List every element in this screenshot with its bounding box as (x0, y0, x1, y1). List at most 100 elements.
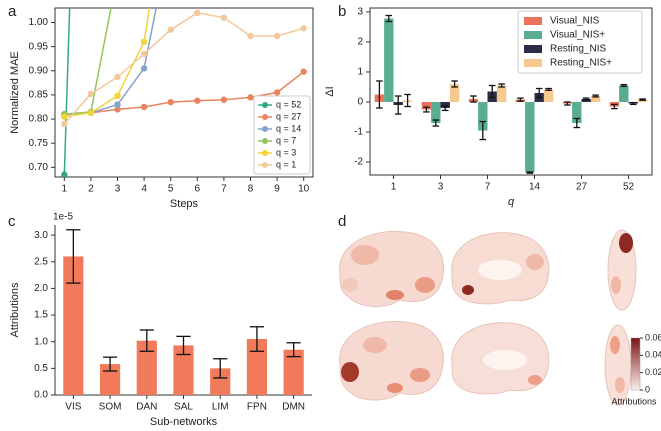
point (220, 96, 228, 103)
colorbar-label: Attributions (611, 396, 657, 406)
brain-medial-bottom (451, 322, 550, 395)
bar (543, 89, 554, 103)
x-tick-label: 9 (274, 184, 280, 195)
bar (173, 345, 194, 395)
point (220, 14, 228, 21)
plot-area (61, 8, 307, 177)
x-tick-label: DAN (136, 402, 157, 413)
bar (384, 18, 394, 103)
x-tick-label: 3 (438, 182, 444, 193)
x-tick-label: 7 (485, 182, 491, 193)
x-tick-label: 52 (623, 182, 635, 193)
bar (478, 102, 488, 131)
legend-marker (262, 162, 268, 168)
panel-label: b (338, 3, 346, 20)
y-tick-label: 0.0 (34, 390, 48, 401)
legend-marker (262, 138, 268, 144)
point (114, 73, 121, 81)
colorbar-tick-label: 0.06 (645, 332, 661, 342)
legend-label: q = 27 (276, 111, 301, 121)
point (300, 25, 307, 32)
point (167, 26, 174, 33)
y-tick-label: 0.70 (29, 162, 49, 173)
legend-label: q = 14 (276, 123, 301, 133)
x-tick-label: 4 (141, 184, 147, 195)
colorbar (630, 337, 641, 391)
x-tick-label: DMN (282, 402, 305, 413)
legend-marker (262, 150, 268, 156)
y-tick-label: 0.90 (29, 65, 49, 76)
bar (63, 256, 84, 395)
point (140, 103, 148, 111)
panel-label: a (8, 3, 17, 20)
y-tick-label: 2.5 (34, 256, 48, 267)
x-tick-label: 14 (529, 182, 541, 193)
point (61, 113, 68, 120)
y-tick-label: -1 (354, 127, 363, 138)
point (140, 50, 148, 58)
axes-frame (369, 7, 653, 176)
legend-label: q = 52 (276, 99, 301, 109)
series-line (63, 8, 71, 175)
legend-label: q = 3 (276, 147, 296, 157)
bar (283, 349, 304, 395)
y-tick-label: 0.5 (34, 363, 48, 374)
brain-lateral-top (339, 230, 444, 307)
x-tick-label: SOM (99, 402, 122, 413)
y-tick-label: 1.0 (34, 336, 48, 347)
point (114, 106, 121, 113)
brain-ventral-bottom (604, 324, 632, 406)
point (300, 68, 307, 75)
legend-marker (262, 102, 268, 108)
x-tick-label: VIS (65, 402, 81, 413)
x-tick-label: 1 (62, 184, 68, 195)
bar (590, 96, 601, 103)
point (114, 92, 121, 100)
x-tick-label: 2 (88, 184, 94, 195)
bar (421, 102, 432, 110)
point (167, 98, 174, 106)
legend-box (253, 95, 311, 175)
x-axis-label: Steps (170, 198, 199, 210)
bar (496, 85, 507, 103)
axes-frame (54, 7, 314, 178)
legend-label: Visual_NIS+ (550, 30, 605, 41)
series-line (63, 12, 304, 125)
panel-label: d (338, 213, 346, 230)
x-tick-label: LIM (212, 402, 229, 413)
bar (572, 102, 582, 124)
legend-label: q = 1 (276, 159, 296, 169)
legend-swatch (524, 59, 542, 67)
x-tick-label: FPN (247, 402, 267, 413)
y-tick-label: 0.75 (29, 138, 49, 149)
y-axis-label: Attributions (9, 282, 21, 338)
point (87, 109, 95, 116)
y-tick-label: 0 (357, 97, 363, 108)
y-axis-label: Normalized MAE (9, 51, 21, 134)
brain-lateral-bottom (339, 320, 444, 401)
bar (246, 339, 268, 395)
bar (136, 340, 157, 395)
x-tick-label: 8 (248, 184, 254, 195)
y-tick-label: 2.0 (34, 283, 48, 294)
bar (431, 102, 441, 124)
point (247, 32, 254, 40)
series-line (64, 71, 305, 115)
offset-label: 1e-5 (53, 212, 73, 223)
legend-swatch (524, 31, 542, 39)
bar (449, 83, 460, 103)
y-tick-label: 1 (357, 67, 363, 78)
brain-dorsal-top (607, 229, 637, 311)
x-axis-label: Sub-networks (150, 416, 218, 428)
y-tick-label: 1.00 (29, 17, 49, 28)
point (114, 101, 121, 108)
y-tick-label: 0.95 (29, 41, 49, 52)
x-axis-label: q (508, 196, 515, 208)
point (140, 65, 148, 72)
y-tick-label: 0.85 (29, 90, 49, 101)
x-tick-label: 6 (195, 184, 201, 195)
point (61, 120, 68, 128)
legend-marker (262, 126, 268, 132)
